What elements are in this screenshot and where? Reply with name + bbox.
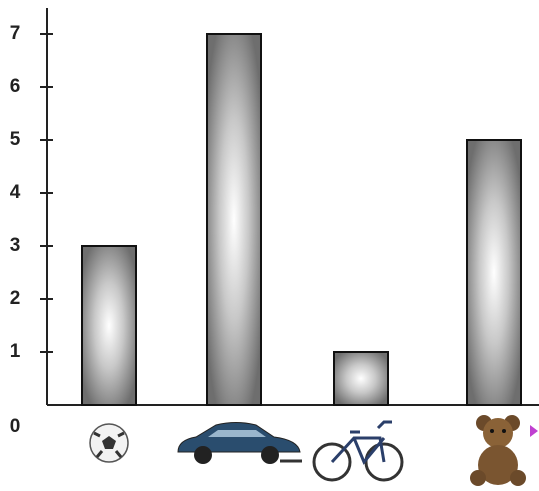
category-icons [89, 415, 538, 486]
ball-icon [89, 423, 129, 463]
car-icon [177, 422, 302, 464]
y-tick-label: 7 [10, 23, 21, 44]
y-tick-label: 3 [10, 235, 21, 256]
y-tick-label: 6 [10, 76, 21, 97]
y-tick-label: 0 [10, 416, 21, 437]
bar [333, 351, 389, 406]
bar [466, 139, 522, 406]
bear-icon [470, 415, 538, 486]
bar [81, 245, 137, 406]
y-tick-label: 5 [10, 129, 21, 150]
bicycle-icon [312, 420, 404, 482]
y-tick-label: 1 [10, 341, 21, 362]
y-tick-label: 2 [10, 288, 21, 309]
bar [206, 33, 262, 406]
y-tick-label: 4 [10, 182, 21, 203]
